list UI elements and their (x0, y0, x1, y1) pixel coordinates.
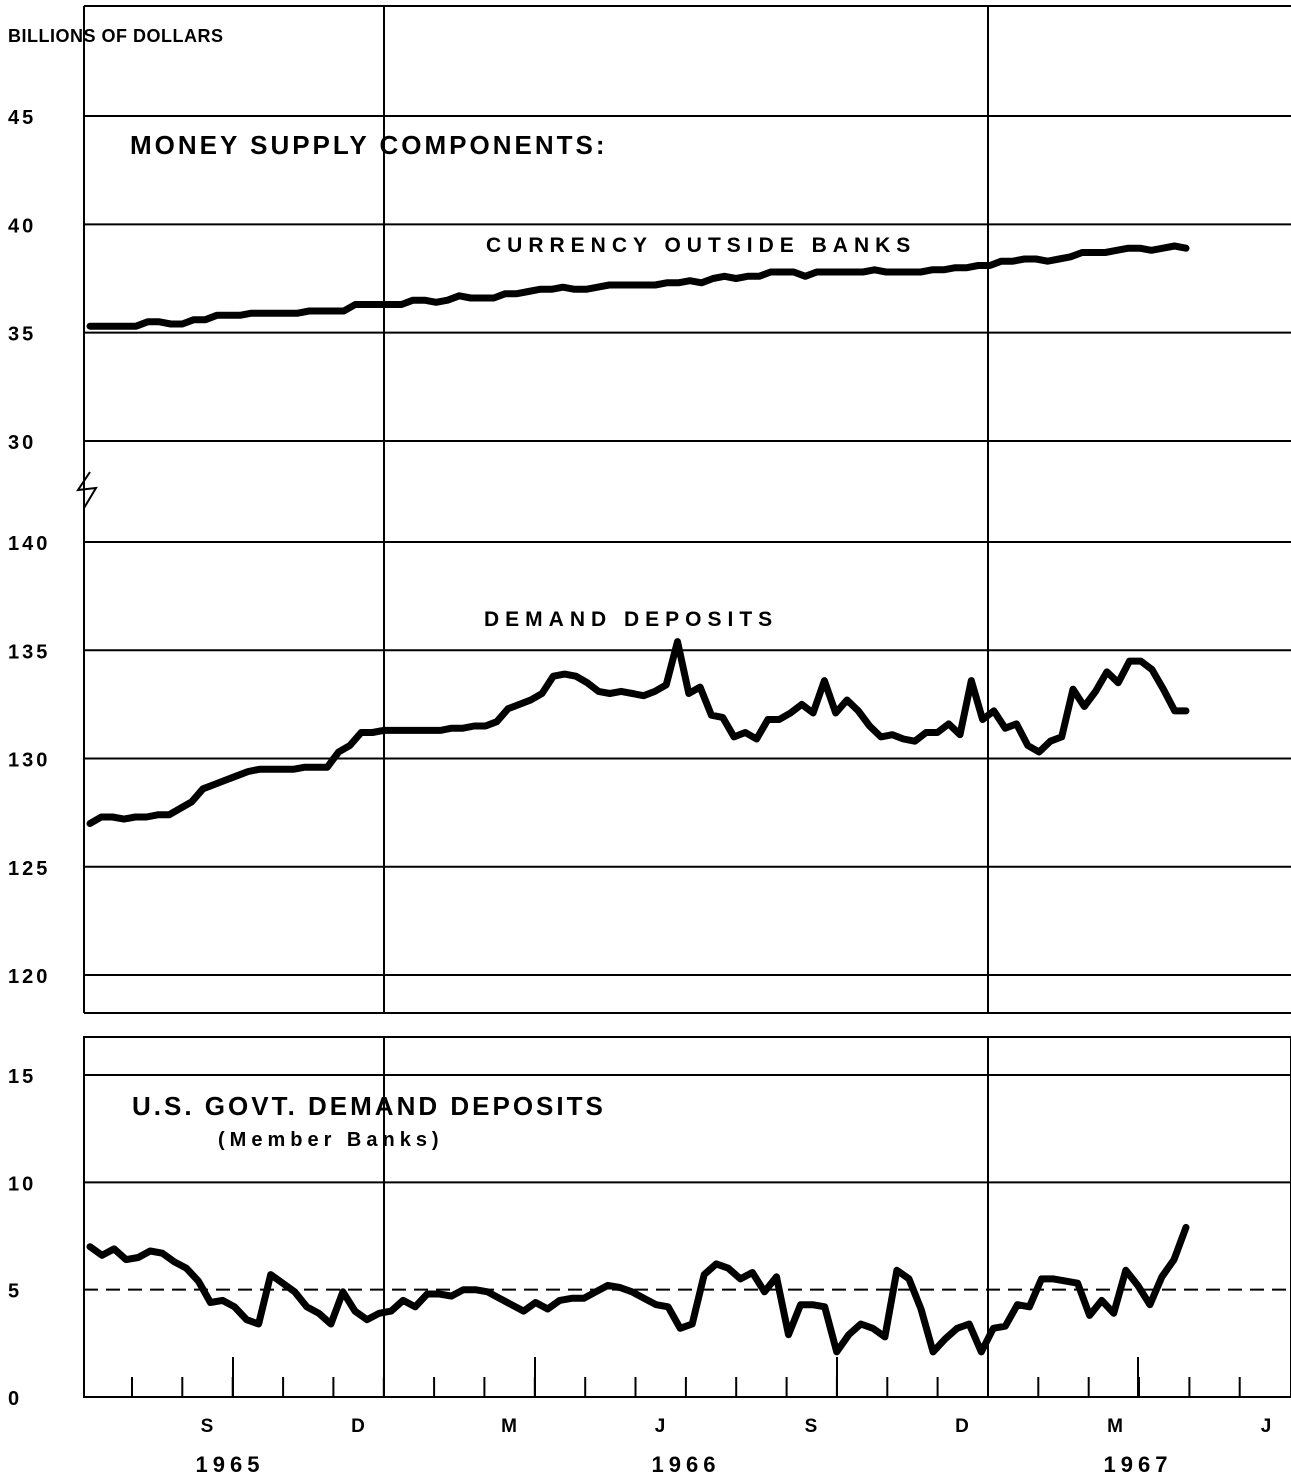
y-tick-label: 15 (8, 1066, 36, 1088)
y-tick-label: 45 (8, 107, 36, 129)
month-label-jun-1967: J (1261, 1416, 1272, 1437)
axis-break-mark (75, 471, 98, 509)
y-tick-label: 35 (8, 324, 36, 346)
month-ticks (131, 1357, 1241, 1397)
y-tick-label: 5 (8, 1281, 22, 1303)
y-tick-label: 120 (8, 966, 50, 988)
year-label-1966: 1966 (652, 1452, 721, 1477)
month-label-mar-1967: M (1107, 1416, 1123, 1437)
month-label-jun-1966: J (655, 1416, 666, 1437)
month-label-sep-1965: S (201, 1416, 214, 1437)
lower-panel-frame (83, 1036, 1291, 1398)
y-tick-label: 30 (8, 432, 36, 454)
y-tick-label: 125 (8, 858, 50, 880)
currency-outside-banks-line (86, 242, 1190, 330)
govt-deposits-subtitle: (Member Banks) (218, 1129, 444, 1151)
y-tick-label: 135 (8, 641, 50, 663)
y-tick-label: 40 (8, 215, 36, 237)
y-tick-label: 140 (8, 533, 50, 555)
month-label-dec-1965: D (351, 1416, 365, 1437)
demand-deposits-line (86, 638, 1190, 827)
y-tick-label: 0 (8, 1388, 22, 1410)
unit-label: BILLIONS OF DOLLARS (8, 26, 224, 46)
demand-deposits-series-label: DEMAND DEPOSITS (484, 608, 778, 631)
gridlines (84, 115, 1291, 1291)
year-label-1965: 1965 (196, 1452, 265, 1477)
y-tick-label: 10 (8, 1173, 36, 1195)
main-title: MONEY SUPPLY COMPONENTS: (130, 130, 608, 160)
month-label-mar-1966: M (501, 1416, 517, 1437)
y-tick-labels: 30 35 40 45 120 125 130 135 140 0 5 10 15 (8, 107, 50, 1410)
y-tick-label: 130 (8, 750, 50, 772)
currency-series-label: CURRENCY OUTSIDE BANKS (486, 234, 916, 257)
month-label-sep-1966: S (805, 1416, 818, 1437)
year-label-1967: 1967 (1104, 1452, 1173, 1477)
month-label-dec-1966: D (955, 1416, 969, 1437)
govt-demand-deposits-line (86, 1223, 1190, 1356)
govt-deposits-series-label: U.S. GOVT. DEMAND DEPOSITS (132, 1091, 606, 1121)
